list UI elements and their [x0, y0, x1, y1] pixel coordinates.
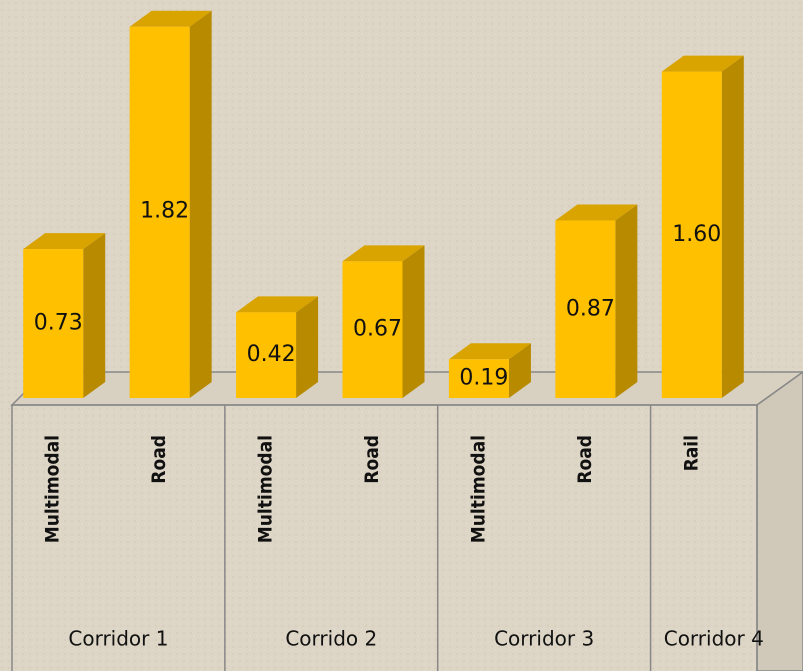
bar — [448, 359, 509, 398]
data-label: 0.42 — [247, 342, 296, 367]
x-tick-label: Road — [574, 435, 596, 484]
data-label: 0.67 — [353, 317, 402, 342]
axis-box — [11, 404, 758, 671]
x-tick-label: Multimodal — [42, 435, 64, 543]
group-label: Corridor 3 — [494, 627, 594, 651]
bar-top — [342, 245, 425, 262]
bar — [661, 71, 722, 398]
floor-side — [756, 371, 803, 671]
bar — [236, 312, 297, 398]
bar — [23, 249, 84, 398]
data-label: 0.73 — [34, 311, 83, 336]
data-label: 1.60 — [672, 222, 721, 247]
bar-side — [83, 233, 106, 398]
x-tick-label: Road — [148, 435, 170, 484]
bar-side — [721, 55, 744, 398]
data-label: 1.82 — [140, 199, 189, 224]
bar-top — [555, 204, 638, 221]
group-label: Corridor 4 — [664, 627, 764, 651]
bar-top — [129, 10, 212, 27]
bar-side — [508, 343, 531, 398]
group-label: Corrido 2 — [285, 627, 377, 651]
data-label: 0.19 — [459, 366, 508, 391]
bar-top — [448, 343, 531, 360]
bar-side — [189, 10, 212, 398]
bar — [129, 26, 190, 398]
bar-top — [23, 233, 106, 250]
bar — [555, 220, 616, 398]
bar-side — [615, 204, 638, 398]
x-tick-label: Multimodal — [255, 435, 277, 543]
data-label: 0.87 — [566, 296, 615, 321]
x-tick-label: Road — [361, 435, 383, 484]
bar — [342, 261, 403, 398]
group-label: Corridor 1 — [68, 627, 168, 651]
bar-side — [402, 245, 425, 398]
bar-side — [296, 296, 319, 398]
x-tick-label: Rail — [680, 435, 702, 471]
bar-top — [661, 55, 744, 72]
x-tick-label: Multimodal — [467, 435, 489, 543]
bar-top — [236, 296, 319, 313]
